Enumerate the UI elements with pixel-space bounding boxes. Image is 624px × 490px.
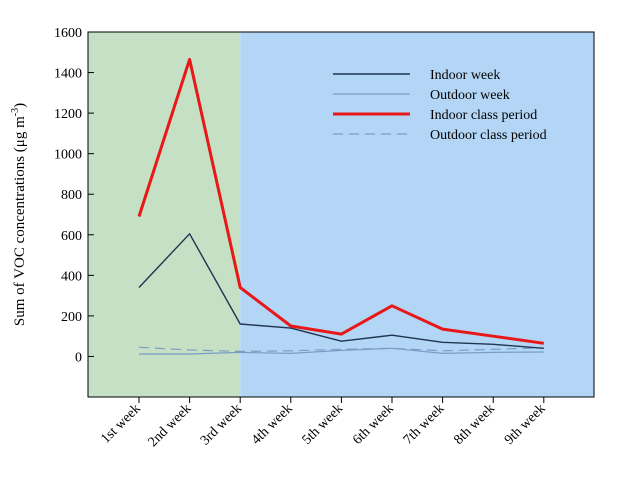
y-tick-label: 1000 [54,148,82,163]
y-tick-label: 1600 [54,26,82,41]
x-tick-label: 6th week [350,401,397,448]
series-line-outdoor-class-period [138,346,544,352]
y-tick-label: 0 [75,350,82,365]
x-tick-label: 1st week [98,401,144,447]
x-tick-label: 4th week [249,401,296,448]
y-axis-label: Sum of VOC concentrations (μg m-3) [10,103,28,326]
y-tick-label: 200 [61,310,82,325]
background-regions [88,32,594,397]
series-line-indoor-class-period [137,57,545,345]
y-tick-label: 600 [61,229,82,244]
y-tick-label: 1200 [54,107,82,122]
x-axis: 1st week 2nd week 3rd week 4th week 5th week… [98,397,549,450]
y-tick-label: 400 [61,269,82,284]
x-tick-label: 2nd week [146,401,195,450]
y-tick-label: 800 [61,188,82,203]
series-line-indoor-week [138,233,544,349]
legend-label: Indoor week [430,68,500,83]
y-axis: 0 200 400 600 800 1000 1200 1400 1600 [54,26,94,365]
y-tick-label: 1400 [54,67,82,82]
legend: Indoor week Outdoor week Indoor class peri… [333,68,547,143]
series-line-outdoor-week [139,347,544,355]
series-lines [137,57,545,355]
legend-label: Indoor class period [430,108,537,123]
x-tick-label: 8th week [451,401,498,448]
background-region-2 [240,32,594,397]
x-tick-label: 9th week [502,401,549,448]
x-tick-label: 5th week [300,401,347,448]
legend-label: Outdoor class period [430,128,547,143]
background-region-1 [88,32,241,397]
x-tick-label: 3rd week [198,401,245,448]
legend-label: Outdoor week [430,88,510,103]
x-tick-label: 7th week [401,401,448,448]
